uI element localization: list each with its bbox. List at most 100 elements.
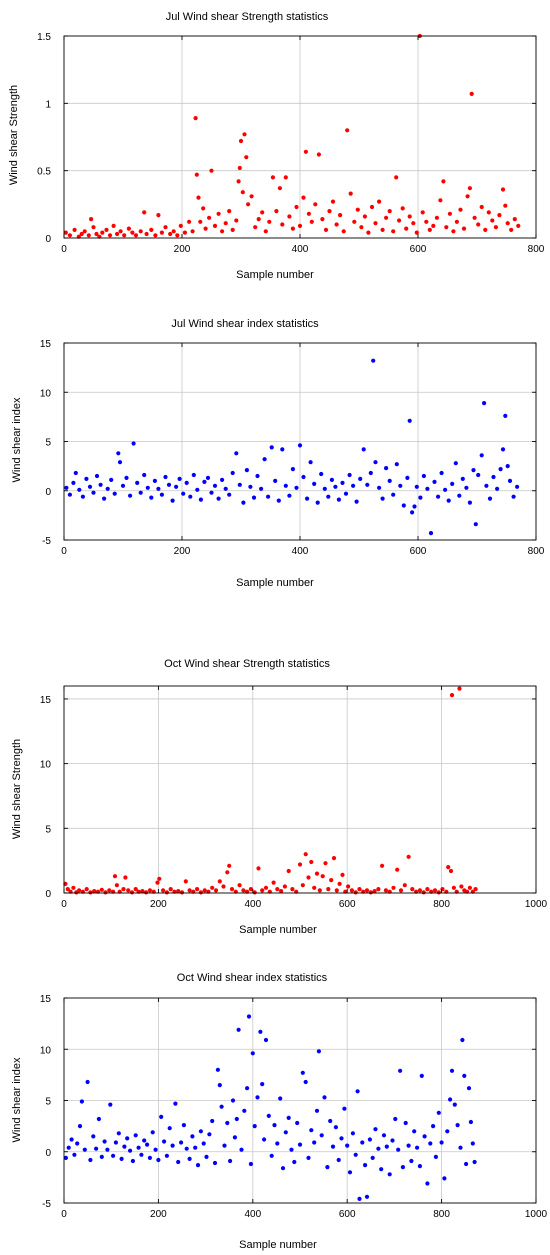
oct-strength-point	[326, 887, 330, 891]
jul-index-point	[128, 494, 132, 498]
oct-index-point	[237, 1028, 241, 1032]
oct-strength-ytick-label: 0	[45, 889, 51, 900]
oct-index-point	[264, 1038, 268, 1042]
jul-index-xtick-label: 800	[528, 546, 545, 557]
oct-strength-xtick-label: 0	[61, 899, 67, 910]
jul-strength-point	[149, 228, 153, 232]
jul-strength-point	[231, 228, 235, 232]
oct-index-point	[363, 1163, 367, 1167]
jul-strength-point	[490, 218, 494, 222]
jul-index-point	[231, 471, 235, 475]
jul-index-point	[499, 467, 503, 471]
oct-index-point	[228, 1159, 232, 1163]
jul-index-point	[351, 484, 355, 488]
jul-strength-point	[444, 225, 448, 229]
jul-index-point	[482, 401, 486, 405]
jul-strength-point	[370, 205, 374, 209]
jul-index-point	[71, 481, 75, 485]
jul-strength-point	[163, 225, 167, 229]
oct-index-point	[117, 1131, 121, 1135]
oct-strength-point	[203, 888, 207, 892]
oct-index-xtick-label: 400	[244, 1209, 261, 1220]
oct-strength-point	[338, 882, 342, 886]
jul-index-point	[252, 496, 256, 500]
oct-index-chart: 0 200 400 600 800 1000 -5 0 5 10 15 Oct Wind shear …	[11, 972, 548, 1251]
jul-index-point	[248, 485, 252, 489]
jul-strength-point	[310, 220, 314, 224]
oct-index-point	[423, 1134, 427, 1138]
jul-index-point	[139, 491, 143, 495]
oct-strength-point	[335, 888, 339, 892]
oct-strength-point	[165, 890, 169, 894]
oct-index-point	[179, 1140, 183, 1144]
jul-strength-point	[291, 227, 295, 231]
oct-index-point	[225, 1121, 229, 1125]
oct-index-point	[357, 1197, 361, 1201]
oct-index-point	[437, 1111, 441, 1115]
jul-index-point	[461, 477, 465, 481]
oct-index-point	[72, 1153, 76, 1157]
jul-index-point	[468, 501, 472, 505]
jul-strength-point	[194, 116, 198, 120]
oct-index-point	[222, 1144, 226, 1148]
jul-strength-point	[356, 208, 360, 212]
oct-index-point	[404, 1121, 408, 1125]
jul-strength-point	[134, 233, 138, 237]
jul-strength-point	[246, 202, 250, 206]
oct-strength-point	[123, 875, 127, 879]
oct-index-point	[233, 1135, 237, 1139]
jul-strength-xtick-label: 0	[61, 244, 67, 255]
jul-index-point	[484, 484, 488, 488]
oct-strength-point	[115, 883, 119, 887]
jul-strength-ylabel: Wind shear Strength	[8, 85, 20, 185]
jul-strength-point	[487, 210, 491, 214]
jul-index-point	[319, 472, 323, 476]
oct-strength-point	[287, 869, 291, 873]
jul-strength-point	[198, 220, 202, 224]
oct-index-point	[83, 1148, 87, 1152]
jul-index-ytick-label: 10	[40, 388, 52, 399]
jul-strength-point	[187, 220, 191, 224]
jul-index-point	[333, 485, 337, 489]
jul-index-point	[464, 486, 468, 490]
oct-strength-xtick-label: 800	[433, 899, 450, 910]
oct-index-point	[322, 1095, 326, 1099]
jul-index-point	[124, 476, 128, 480]
jul-strength-point	[130, 231, 134, 235]
jul-strength-point	[213, 224, 217, 228]
oct-strength-point	[238, 883, 242, 887]
oct-index-point	[111, 1154, 115, 1158]
jul-strength-point	[331, 200, 335, 204]
oct-index-ytick-label: 10	[40, 1045, 52, 1056]
jul-strength-point	[345, 128, 349, 132]
oct-index-point	[401, 1165, 405, 1169]
jul-index-title: Jul Wind shear index statistics	[171, 318, 319, 330]
jul-strength-point	[83, 229, 87, 233]
oct-strength-point	[184, 879, 188, 883]
jul-index-point	[309, 460, 313, 464]
jul-strength-point	[100, 231, 104, 235]
jul-index-point	[224, 487, 228, 491]
jul-strength-point	[468, 186, 472, 190]
jul-index-point	[171, 499, 175, 503]
oct-index-xtick-label: 600	[339, 1209, 356, 1220]
oct-index-xlabel: Sample number	[239, 1239, 317, 1251]
jul-strength-ytick-label: 0	[45, 234, 51, 245]
oct-index-point	[249, 1162, 253, 1166]
jul-strength-point	[160, 231, 164, 235]
jul-index-point	[495, 487, 499, 491]
oct-index-point	[128, 1149, 132, 1153]
oct-index-point	[289, 1148, 293, 1152]
oct-index-point	[345, 1144, 349, 1148]
oct-index-point	[247, 1014, 251, 1018]
jul-index-point	[476, 473, 480, 477]
oct-index-point	[262, 1137, 266, 1141]
oct-strength-point	[422, 890, 426, 894]
oct-strength-chart: 0 200 400 600 800 1000051015Oct Wind shear St…	[11, 658, 548, 936]
jul-index-xtick-label: 400	[292, 546, 309, 557]
jul-strength-point	[179, 224, 183, 228]
oct-index-point	[440, 1140, 444, 1144]
oct-strength-point	[354, 890, 358, 894]
jul-index-point	[109, 478, 113, 482]
oct-index-point	[108, 1103, 112, 1107]
